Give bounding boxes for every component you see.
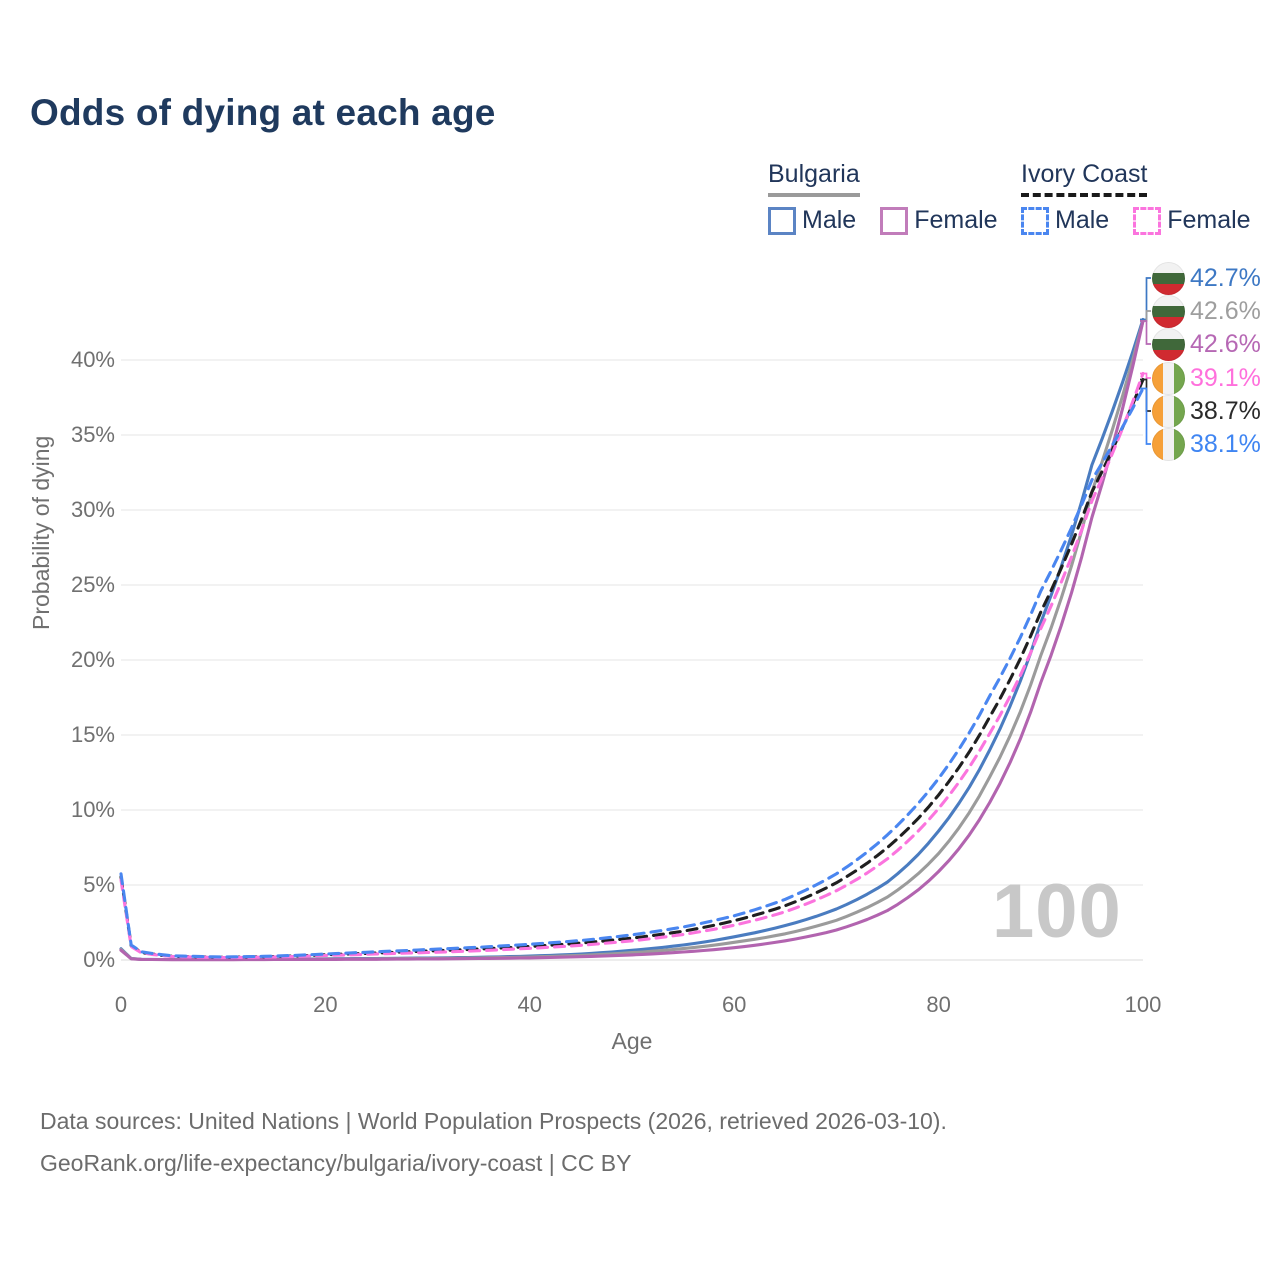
x-tick-80: 80 — [926, 992, 951, 1017]
x-axis-title: Age — [611, 1028, 653, 1054]
bulgaria-flag-icon — [1152, 327, 1185, 361]
end-label-value: 42.6% — [1190, 296, 1261, 325]
legend-item-ivory-coast-male[interactable]: Male — [1021, 206, 1109, 235]
line-bulgaria-female — [119, 319, 1145, 962]
line-ivory-coast-all — [119, 377, 1145, 959]
x-tick-0: 0 — [114, 992, 128, 1017]
legend-item-bulgaria-male[interactable]: Male — [768, 206, 856, 235]
ivory-coast-male-swatch-icon — [1021, 206, 1049, 235]
y-tick-0: 0% — [83, 947, 115, 972]
legend-label-ivory-coast-female: Female — [1167, 206, 1251, 234]
line-ivory-coast-male — [119, 386, 1145, 959]
end-label-value: 42.7% — [1190, 263, 1261, 292]
y-tick-35: 35% — [70, 422, 115, 447]
x-tick-20: 20 — [313, 992, 338, 1017]
legend-items-bulgaria: Male Female — [768, 206, 1022, 235]
legend-label-ivory-coast-male: Male — [1055, 206, 1110, 234]
legend-item-bulgaria-female[interactable]: Female — [880, 206, 998, 235]
bulgaria-male-swatch-icon — [768, 206, 796, 235]
line-bulgaria-all — [119, 319, 1145, 962]
y-tick-5: 5% — [83, 872, 115, 897]
ivory-coast-flag-icon — [1152, 427, 1185, 461]
footer-attribution[interactable]: GeoRank.org/life-expectancy/bulgaria/ivo… — [40, 1150, 632, 1176]
x-tick-40: 40 — [517, 992, 543, 1017]
bulgaria-flag-icon — [1152, 294, 1185, 328]
legend-label-bulgaria-male: Male — [802, 206, 857, 234]
legend-country-ivory-coast[interactable]: Ivory Coast — [1021, 160, 1148, 197]
x-tick-100: 100 — [1124, 992, 1162, 1017]
end-label-bulgaria-male: 42.7% — [1152, 261, 1261, 295]
x-tick-60: 60 — [721, 992, 747, 1017]
legend-item-ivory-coast-female[interactable]: Female — [1133, 206, 1251, 235]
end-label-value: 39.1% — [1190, 363, 1261, 392]
y-tick-15: 15% — [70, 722, 115, 747]
footer-sources: Data sources: United Nations | World Pop… — [40, 1108, 947, 1134]
y-tick-30: 30% — [70, 497, 115, 522]
line-bulgaria-male — [119, 317, 1145, 962]
y-tick-20: 20% — [70, 647, 115, 672]
end-label-ivory-coast-female: 39.1% — [1152, 361, 1261, 395]
end-label-bulgaria-all: 42.6% — [1152, 294, 1261, 328]
end-label-bulgaria-female: 42.6% — [1152, 327, 1261, 361]
legend-label-bulgaria-female: Female — [914, 206, 998, 234]
line-ivory-coast-female — [119, 371, 1145, 960]
end-connector-bulgaria-male — [1140, 277, 1151, 321]
bulgaria-female-swatch-icon — [880, 206, 909, 235]
legend-group-bulgaria: Bulgaria Male Female — [768, 160, 1022, 235]
y-tick-25: 25% — [70, 572, 115, 597]
end-connector-ivory-coast-female — [1140, 372, 1151, 379]
end-label-value: 38.7% — [1190, 396, 1261, 425]
end-connector-bulgaria-female — [1140, 320, 1151, 345]
end-connector-ivory-coast-male — [1140, 387, 1151, 445]
y-tick-40: 40% — [70, 347, 115, 372]
ivory-coast-flag-icon — [1152, 361, 1185, 395]
end-label-ivory-coast-all: 38.7% — [1152, 394, 1261, 428]
legend-group-ivory-coast: Ivory Coast Male Female — [1021, 160, 1275, 235]
y-tick-10: 10% — [70, 797, 115, 822]
bulgaria-flag-icon — [1152, 261, 1185, 295]
page-title: Odds of dying at each age — [30, 92, 496, 133]
end-label-value: 42.6% — [1190, 329, 1261, 358]
ivory-coast-female-swatch-icon — [1133, 206, 1162, 235]
legend-items-ivory-coast: Male Female — [1021, 206, 1275, 235]
end-label-value: 38.1% — [1190, 429, 1261, 458]
age-watermark: 100 — [992, 869, 1122, 954]
legend-country-bulgaria[interactable]: Bulgaria — [768, 160, 860, 197]
end-label-ivory-coast-male: 38.1% — [1152, 427, 1261, 461]
ivory-coast-flag-icon — [1152, 394, 1185, 428]
